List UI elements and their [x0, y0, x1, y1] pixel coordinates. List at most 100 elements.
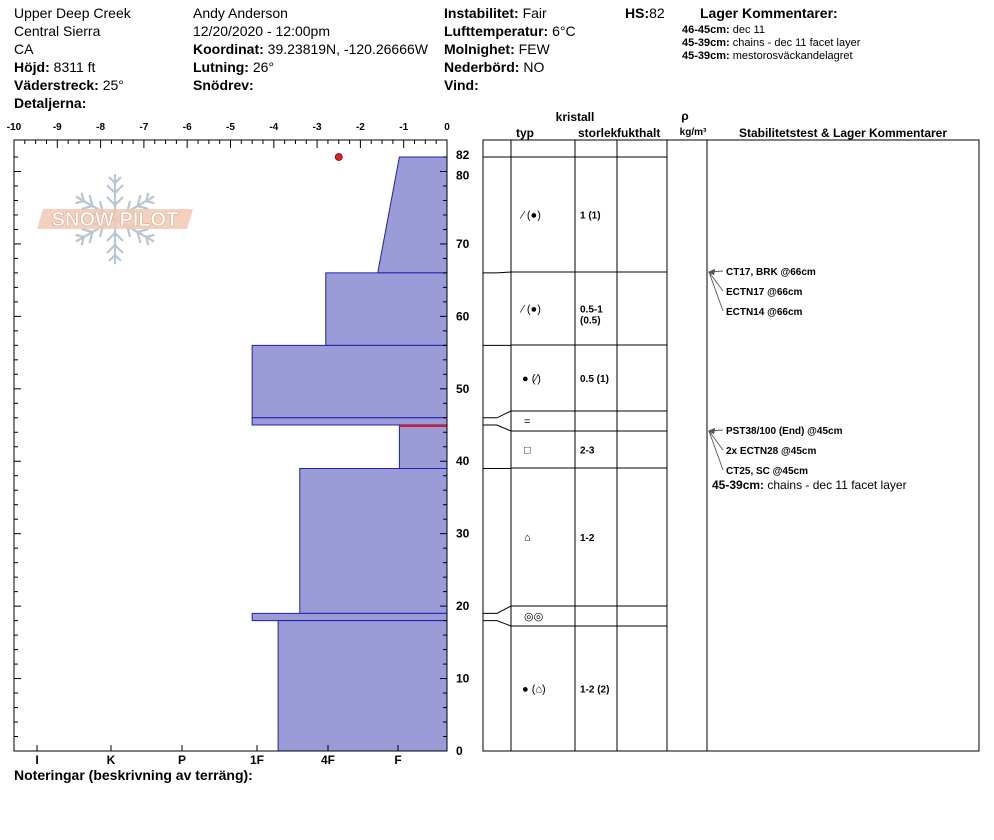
- grain-type-2: ⁄ (●): [519, 304, 541, 316]
- coordinates: Koordinat: 39.23819N, -120.26666W: [193, 41, 428, 57]
- hardness-layer-5: [398, 424, 448, 469]
- hardness-tick-label: I: [35, 753, 38, 767]
- state: CA: [14, 41, 34, 57]
- header-density-symbol: ρ: [681, 109, 688, 123]
- grain-size-2: 0.5-1: [580, 305, 603, 316]
- layer-connector: [483, 410, 512, 419]
- depth-tick-label: 70: [456, 237, 470, 251]
- layer-comments-title: Lager Kommentarer:: [700, 5, 838, 21]
- temp-tick-label: -3: [313, 122, 322, 133]
- header-storlek: storlek: [578, 126, 618, 140]
- grain-type-1: ⁄ (●): [519, 210, 541, 222]
- observer-name: Andy Anderson: [193, 5, 288, 21]
- location-name: Upper Deep Creek: [14, 5, 131, 21]
- grain-type-8: ● (⌂): [522, 684, 546, 696]
- header-density-unit: kg/m³: [680, 127, 707, 138]
- header-fukthalt: fukthalt: [617, 126, 660, 140]
- hardness-layer-8: [277, 620, 448, 752]
- temp-tick-label: -9: [53, 122, 62, 133]
- stability-test-label: PST38/100 (End) @45cm: [726, 426, 843, 437]
- grain-type-7: ◎◎: [524, 611, 543, 623]
- stability-test-label: CT25, SC @45cm: [726, 466, 808, 477]
- stability-test-label: ECTN17 @66cm: [726, 287, 803, 298]
- grain-type-6: ⌂: [524, 532, 531, 544]
- depth-tick-label: 50: [456, 382, 470, 396]
- layer-comment-1: 46-45cm: dec 11: [682, 24, 765, 36]
- header-stability: Stabilitetstest & Lager Kommentarer: [739, 126, 947, 140]
- air-temperature: Lufttemperatur: 6°C: [444, 23, 576, 39]
- table-frame: [482, 139, 980, 752]
- hardness-tick-label: 4F: [321, 753, 335, 767]
- hardness-tick-label: P: [178, 753, 186, 767]
- layer-comment-3: 45-39cm: mestorosväckandelagret: [682, 50, 853, 62]
- stability-arrow: [708, 430, 724, 471]
- layer-connector: [483, 620, 512, 627]
- temp-tick-label: -1: [399, 122, 408, 133]
- stability-arrowhead: [708, 428, 715, 434]
- stability-arrow: [708, 430, 724, 451]
- grain-size-2: (0.5): [580, 316, 601, 327]
- cloud-cover: Molnighet: FEW: [444, 41, 550, 57]
- temp-tick-label: -7: [139, 122, 148, 133]
- snowflake-icon: [70, 174, 160, 266]
- stability-arrow: [708, 271, 724, 312]
- hardness-layer-6: [299, 467, 448, 614]
- grain-type-3: ● (⁄): [522, 373, 541, 385]
- left-axes: -10 -9 -8 -7 -6 -5 -4 -3 -2 -1 0010203040506070808…: [7, 122, 470, 767]
- temperature-point: [334, 153, 343, 161]
- hardness-tick-label: K: [107, 753, 116, 767]
- depth-tick-label: 60: [456, 309, 470, 323]
- layer-comment-2: 45-39cm: chains - dec 11 facet layer: [682, 37, 861, 49]
- details-label: Detaljerna:: [14, 95, 87, 111]
- stability-arrowhead: [708, 269, 715, 275]
- hardness-layer-7: [251, 612, 448, 622]
- stability-layer-comment: 45-39cm: chains - dec 11 facet layer: [712, 478, 907, 492]
- depth-tick-label: 0: [456, 744, 463, 758]
- depth-tick-label: 10: [456, 672, 470, 686]
- snow-pilot-logo: SNOW PILOT: [37, 174, 193, 266]
- temp-tick-label: -2: [356, 122, 365, 133]
- temp-tick-label: 0: [444, 122, 450, 133]
- instability: Instabilitet: Fair: [444, 5, 547, 21]
- stability-test-label: ECTN14 @66cm: [726, 307, 803, 318]
- temp-tick-label: -5: [226, 122, 235, 133]
- hardness-layer-2: [325, 272, 448, 346]
- grain-size-6: 1-2: [580, 533, 595, 544]
- hardness-tick-label: F: [394, 753, 401, 767]
- stability-test-label: 2x ECTN28 @45cm: [726, 446, 816, 457]
- terrain-notes-label: Noteringar (beskrivning av terräng):: [14, 767, 253, 783]
- grain-size-8: 1-2 (2): [580, 685, 609, 696]
- temp-tick-label: -6: [183, 122, 192, 133]
- depth-tick-label: 30: [456, 527, 470, 541]
- temp-tick-label: -8: [96, 122, 105, 133]
- header-kristall: kristall: [556, 110, 595, 124]
- precipitation: Nederbörd: NO: [444, 59, 545, 75]
- depth-tick-label: 80: [456, 168, 470, 182]
- hardness-profile: [251, 153, 448, 752]
- stability-arrow: [708, 271, 724, 292]
- layer-connector: [483, 605, 512, 614]
- grain-type-5: □: [524, 445, 531, 457]
- elevation: Höjd: 8311 ft: [14, 59, 96, 75]
- layer-connector: [483, 424, 512, 432]
- slope-angle: Lutning: 26°: [193, 59, 275, 75]
- grain-size-5: 2-3: [580, 446, 595, 457]
- hardness-layer-4: [251, 417, 448, 426]
- snow-height: HS:82: [625, 5, 665, 21]
- depth-tick-label: 40: [456, 454, 470, 468]
- depth-tick-label: 20: [456, 599, 470, 613]
- depth-tick-label: 82: [456, 148, 470, 162]
- stability-test-label: CT17, BRK @66cm: [726, 267, 816, 278]
- mountain-range: Central Sierra: [14, 23, 101, 39]
- observation-datetime: 12/20/2020 - 12:00pm: [193, 23, 330, 39]
- aspect: Väderstreck: 25°: [14, 77, 124, 93]
- layer-connector: [483, 271, 512, 274]
- hardness-layer-3: [251, 344, 448, 419]
- grain-type-4: =: [524, 416, 530, 428]
- logo-text: SNOW PILOT: [52, 209, 179, 231]
- header-typ: typ: [516, 126, 534, 140]
- hardness-layer-1: [377, 156, 448, 274]
- temp-tick-label: -4: [269, 122, 278, 133]
- layer-table: kristall typ storlek fukthalt ρ kg/m³ Stabilit…: [482, 109, 980, 752]
